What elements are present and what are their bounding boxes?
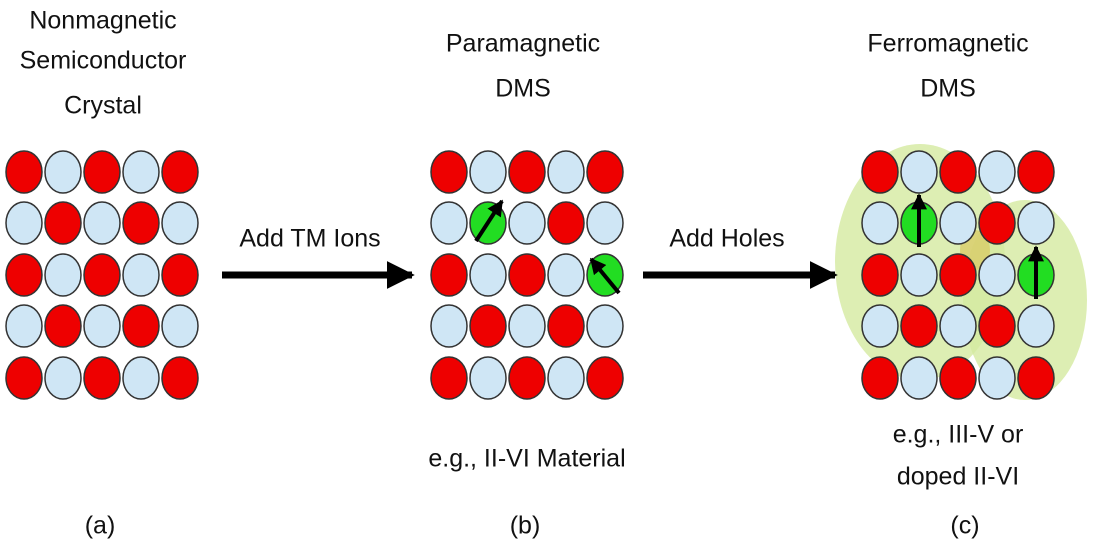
lattice-atom [901,305,937,347]
panel-caption: doped II-VI [897,463,1019,491]
lattice-atom [431,151,467,193]
lattice-atom [509,305,545,347]
lattice-atom [470,254,506,296]
lattice-atom [979,254,1015,296]
diagram: Add TM Ions Add Holes Nonmagnetic Semicon… [0,0,1096,554]
lattice-atom [123,305,159,347]
lattice-atom [979,357,1015,399]
lattice-atom [940,305,976,347]
lattice-atom [548,202,584,244]
panel-title: DMS [920,75,976,103]
panel-title: DMS [495,75,551,103]
lattice-atom [509,151,545,193]
panel-caption: e.g., II-VI Material [428,445,625,473]
lattice-atom [6,357,42,399]
lattice-atom [123,357,159,399]
panel-title: Crystal [64,92,142,120]
lattice-atom [587,202,623,244]
lattice-atom [1018,357,1054,399]
lattice-atom [45,202,81,244]
lattice-atom [6,305,42,347]
lattice-atom [509,254,545,296]
lattice-atom [84,151,120,193]
lattice-atom [123,202,159,244]
lattice-atom [1018,202,1054,244]
lattice-atom [940,357,976,399]
lattice-atom [862,151,898,193]
arrow-label: Add TM Ions [239,225,380,253]
panel-label: (b) [510,512,541,540]
lattice-atom [509,202,545,244]
lattice-atom [587,357,623,399]
lattice-atom [431,202,467,244]
panel-label: (c) [950,512,979,540]
lattice-atom [123,254,159,296]
lattice-atom [587,305,623,347]
arrow-label: Add Holes [669,225,784,253]
lattice-atom [45,305,81,347]
lattice-atom [548,357,584,399]
lattice-atom [940,254,976,296]
lattice-atom [84,202,120,244]
lattice-atom [979,202,1015,244]
lattice-atom [45,151,81,193]
lattice-atom [84,357,120,399]
lattice-atom [431,254,467,296]
lattice-atom [470,357,506,399]
lattice-atom [548,305,584,347]
lattice-atom [862,305,898,347]
lattice-atom [6,202,42,244]
lattice-atom [162,254,198,296]
lattice-atom [84,305,120,347]
lattice-atom [162,305,198,347]
lattice-atom [1018,151,1054,193]
lattice-atom [162,202,198,244]
lattice-atom [431,357,467,399]
lattice-atom [470,305,506,347]
lattice-atom [979,305,1015,347]
lattice-atom [470,151,506,193]
lattice-atom [979,151,1015,193]
lattice-atom [1018,305,1054,347]
lattice-atom [940,151,976,193]
lattice-atom [123,151,159,193]
lattice-atom [901,357,937,399]
lattice-atom [509,357,545,399]
lattice-atom [548,254,584,296]
lattice-atom [6,254,42,296]
lattice-atom [45,254,81,296]
lattice-atom [84,254,120,296]
lattice-atom [901,254,937,296]
lattice-atom [587,151,623,193]
panel-title: Semiconductor [20,47,187,75]
panel-title: Nonmagnetic [29,7,176,35]
lattice-atom [6,151,42,193]
lattice-atom [901,151,937,193]
panel-title: Paramagnetic [446,30,600,58]
panel-label: (a) [85,512,116,540]
lattice-atom [862,357,898,399]
lattice-atom [940,202,976,244]
lattice-atom [162,357,198,399]
lattice-atom [548,151,584,193]
lattice-atom [431,305,467,347]
lattice-atom [862,254,898,296]
lattice-atom [45,357,81,399]
panel-title: Ferromagnetic [867,30,1028,58]
lattice-atom [162,151,198,193]
lattice-atom [862,202,898,244]
panel-caption: e.g., III-V or [893,421,1024,449]
